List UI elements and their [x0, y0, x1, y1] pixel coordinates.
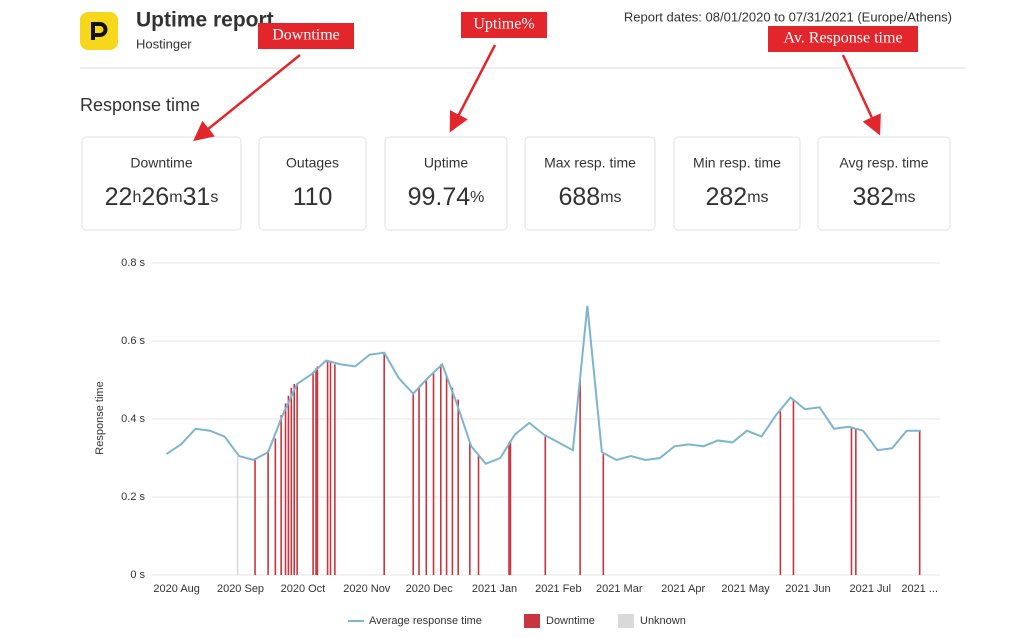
- x-tick-label: 2021 Mar: [596, 583, 643, 595]
- stat-card: [817, 136, 951, 231]
- x-tick-label: 2021 May: [721, 583, 770, 595]
- x-tick-label: 2021 Apr: [661, 583, 705, 595]
- logo: [80, 12, 118, 50]
- annotation: Downtime: [272, 27, 340, 44]
- y-tick-label: 0.8 s: [121, 257, 145, 269]
- x-tick-label: 2020 Aug: [153, 583, 200, 595]
- stat-value: 110: [293, 183, 333, 211]
- stat-card: [258, 136, 367, 231]
- stat-value-part: 110: [293, 183, 333, 211]
- stat-value-part: 99.74: [408, 183, 471, 211]
- stat-value-part: 382: [852, 183, 894, 211]
- stat-value-part: ms: [747, 189, 768, 206]
- stat-label: Outages: [286, 155, 339, 171]
- stat-card: [524, 136, 656, 231]
- stat-value-part: ms: [894, 189, 915, 206]
- legend-label: Average response time: [369, 615, 482, 627]
- annotation-box: [258, 23, 354, 49]
- stat-value-part: s: [210, 189, 218, 206]
- logo-glyph: [91, 22, 108, 40]
- stat-value-part: 22: [105, 183, 133, 211]
- y-tick-label: 0.2 s: [121, 491, 145, 503]
- x-tick-label: 2021 ...: [901, 583, 938, 595]
- stat-value: 99.74%: [408, 183, 485, 211]
- stat-value: 22h26m31s: [105, 183, 219, 211]
- arrow: [193, 54, 301, 142]
- stat-label: Max resp. time: [544, 155, 636, 171]
- annotation: Av. Response time: [783, 30, 902, 47]
- annotation-box: [461, 12, 547, 38]
- y-tick-label: 0.4 s: [121, 413, 145, 425]
- stat-value-part: 282: [705, 183, 747, 211]
- stat-value-part: m: [169, 189, 182, 206]
- legend-swatch: [618, 614, 634, 628]
- stat-value: 282ms: [705, 183, 768, 211]
- x-tick-label: 2021 Feb: [535, 583, 581, 595]
- stat-card: [673, 136, 801, 231]
- stat-card: [384, 136, 508, 231]
- annotation-box: [768, 26, 918, 52]
- stat-label: Uptime: [424, 155, 469, 171]
- arrow: [841, 54, 881, 136]
- x-tick-label: 2020 Oct: [281, 583, 326, 595]
- stat-value-part: %: [470, 189, 484, 206]
- y-tick-label: 0.6 s: [121, 335, 145, 347]
- x-tick-label: 2021 Jan: [472, 583, 517, 595]
- report-dates: Report dates: 08/01/2020 to 07/31/2021 (…: [624, 9, 952, 24]
- y-axis-title: Response time: [94, 381, 106, 454]
- arrow: [449, 44, 497, 133]
- stat-value-part: h: [132, 189, 141, 206]
- x-tick-label: 2021 Jul: [850, 583, 892, 595]
- stat-value-part: 26: [141, 183, 169, 211]
- legend-label: Downtime: [546, 615, 595, 627]
- stat-value-part: 688: [558, 183, 600, 211]
- x-tick-label: 2020 Dec: [406, 583, 454, 595]
- title: Uptime report: [136, 9, 274, 32]
- stat-card: [81, 136, 242, 231]
- section-title: Response time: [80, 95, 200, 115]
- stat-value: 382ms: [852, 183, 915, 211]
- stat-label: Downtime: [130, 155, 192, 171]
- stat-label: Min resp. time: [693, 155, 781, 171]
- x-tick-label: 2021 Jun: [785, 583, 830, 595]
- legend-swatch: [524, 614, 540, 628]
- annotation: Uptime%: [473, 16, 534, 33]
- stat-value: 688ms: [558, 183, 621, 211]
- stat-value-part: ms: [600, 189, 621, 206]
- y-tick-label: 0 s: [130, 569, 145, 581]
- stat-label: Avg resp. time: [839, 155, 928, 171]
- stat-value-part: 31: [183, 183, 211, 211]
- x-tick-label: 2020 Sep: [217, 583, 264, 595]
- x-tick-label: 2020 Nov: [343, 583, 391, 595]
- subtitle: Hostinger: [136, 36, 192, 51]
- response-line: [165, 305, 922, 466]
- legend-label: Unknown: [640, 615, 686, 627]
